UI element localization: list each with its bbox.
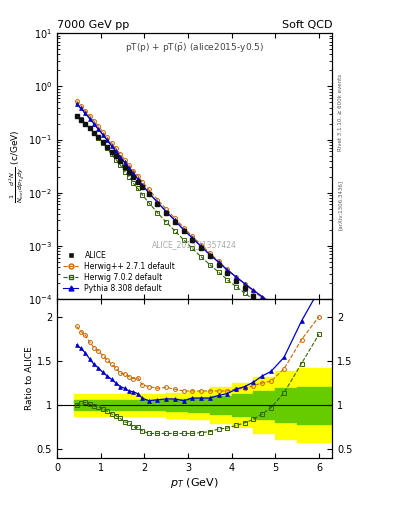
Text: Rivet 3.1.10, ≥ 600k events: Rivet 3.1.10, ≥ 600k events [338, 74, 343, 151]
Y-axis label: Ratio to ALICE: Ratio to ALICE [25, 347, 34, 411]
Legend: ALICE, Herwig++ 2.7.1 default, Herwig 7.0.2 default, Pythia 8.308 default: ALICE, Herwig++ 2.7.1 default, Herwig 7.… [61, 249, 178, 295]
X-axis label: $p_T$ (GeV): $p_T$ (GeV) [170, 476, 219, 490]
Text: ALICE_2015_I1357424: ALICE_2015_I1357424 [152, 241, 237, 249]
Text: 7000 GeV pp: 7000 GeV pp [57, 20, 129, 30]
Text: pT(p) + pT($\bar{\rm p}$) (alice2015-y0.5): pT(p) + pT($\bar{\rm p}$) (alice2015-y0.… [125, 41, 264, 54]
Text: [arXiv:1306.3436]: [arXiv:1306.3436] [338, 180, 343, 230]
Text: Soft QCD: Soft QCD [282, 20, 332, 30]
Y-axis label: $\frac{1}{N_{inel}}\frac{d^2N}{dp_{T_d}dy}$ (c/GeV): $\frac{1}{N_{inel}}\frac{d^2N}{dp_{T_d}d… [7, 130, 27, 203]
